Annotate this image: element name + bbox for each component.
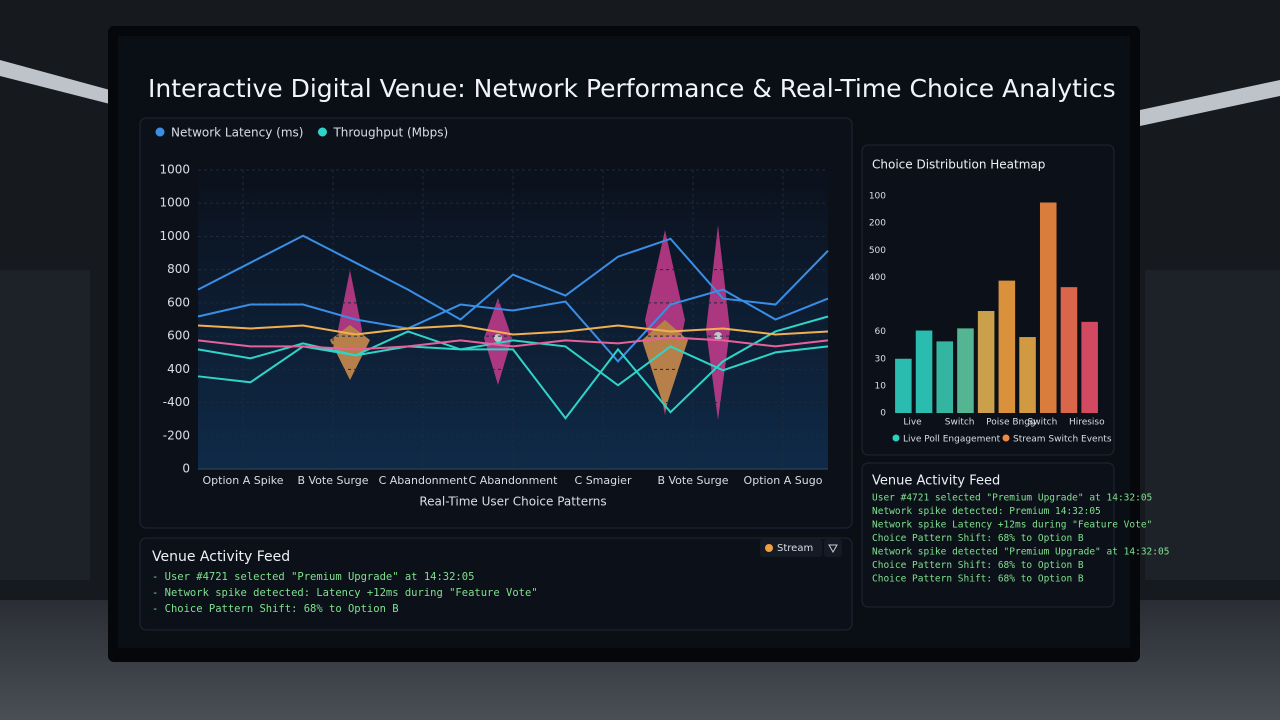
y-tick-label: 100: [869, 192, 886, 202]
y-tick-label: -200: [163, 428, 190, 442]
feed-line: Network spike Latency +12ms during "Feat…: [872, 520, 1152, 531]
x-tick-label: Option A Spike: [203, 474, 284, 487]
feed-line: User #4721 selected "Premium Upgrade" at…: [872, 493, 1152, 504]
legend-swatch: [892, 434, 900, 442]
legend-label: Throughput (Mbps): [332, 126, 448, 140]
legend-swatch: [1002, 434, 1010, 442]
ceiling-light: [1140, 80, 1280, 126]
filter-button[interactable]: [824, 539, 842, 557]
spike: [642, 320, 688, 410]
y-tick-label: 30: [875, 354, 887, 364]
bar: [895, 358, 912, 413]
x-tick-label: Poise Bngg: [986, 418, 1036, 428]
feed-line: Network spike detected "Premium Upgrade"…: [872, 547, 1169, 558]
series-line: [197, 288, 829, 363]
legend-label: Network Latency (ms): [171, 126, 303, 140]
bar: [1039, 202, 1057, 413]
spike-dot: [494, 334, 502, 342]
spike-dot: [714, 332, 722, 340]
y-tick-label: -400: [163, 395, 190, 409]
side-feed-title: Venue Activity Feed: [872, 474, 1000, 489]
bar: [1019, 337, 1036, 413]
x-tick-label: Switch: [1028, 418, 1058, 428]
x-tick-label: Option A Sugo: [744, 474, 823, 487]
heatmap-title: Choice Distribution Heatmap: [872, 158, 1045, 172]
y-tick-label: 500: [869, 246, 886, 256]
side-feed-panel: [861, 462, 1115, 608]
feed-line: Choice Pattern Shift: 68% to Option B: [872, 560, 1084, 571]
y-tick-label: 10: [875, 381, 887, 391]
bar: [936, 341, 954, 413]
stream-dot: [765, 544, 773, 552]
stream-button[interactable]: [760, 539, 822, 557]
x-axis-label: Real-Time User Choice Patterns: [419, 495, 606, 509]
series-line: [197, 234, 829, 321]
bar: [915, 330, 933, 413]
feed-line: Network spike detected: Premium 14:32:05: [872, 506, 1101, 517]
y-tick-label: 200: [869, 219, 886, 229]
feed-line: - Network spike detected: Latency +12ms …: [152, 587, 538, 599]
y-tick-label: 400: [869, 273, 886, 283]
y-tick-label: 800: [167, 262, 190, 276]
x-tick-label: C Abandonment: [469, 474, 559, 487]
legend-label: Live Poll Engagement: [903, 435, 1001, 445]
legend-label: Stream Switch Events: [1013, 435, 1112, 445]
series-line: [197, 339, 829, 387]
filter-icon: [828, 544, 838, 554]
series-line: [197, 336, 829, 351]
y-tick-label: 1000: [159, 229, 190, 243]
dashboard-title: Interactive Digital Venue: Network Perfo…: [148, 74, 1116, 103]
bar: [977, 311, 995, 413]
x-tick-label: B Vote Surge: [297, 474, 368, 487]
y-tick-label: 600: [167, 295, 190, 309]
feed-line: Choice Pattern Shift: 68% to Option B: [872, 574, 1084, 585]
x-tick-label: C Smagier: [575, 474, 632, 487]
spike: [330, 325, 370, 380]
bar: [957, 328, 974, 413]
series-line: [197, 324, 829, 336]
feed-line: - Choice Pattern Shift: 68% to Option B: [152, 603, 399, 615]
y-tick-label: 0: [182, 462, 190, 476]
x-tick-label: Switch: [945, 418, 975, 428]
x-tick-label: Live: [903, 418, 922, 428]
feed-line: - User #4721 selected "Premium Upgrade" …: [152, 571, 474, 583]
legend-swatch: [317, 127, 327, 137]
y-tick-label: 60: [875, 327, 887, 337]
x-tick-label: C Abandonment: [379, 474, 469, 487]
ceiling-light: [0, 60, 110, 104]
x-tick-label: B Vote Surge: [657, 474, 728, 487]
y-tick-label: 1000: [159, 163, 190, 177]
server-rack: [0, 270, 90, 580]
bottom-feed-panel: [139, 537, 853, 631]
bar: [1081, 321, 1098, 413]
y-tick-label: 0: [880, 409, 886, 419]
y-tick-label: 600: [167, 329, 190, 343]
bottom-feed-title: Venue Activity Feed: [152, 549, 290, 565]
legend-swatch: [155, 127, 165, 137]
x-tick-label: Hiresiso: [1069, 418, 1105, 428]
bar: [1060, 287, 1078, 413]
server-rack: [1145, 270, 1280, 580]
y-tick-label: 1000: [159, 196, 190, 210]
stream-label[interactable]: Stream: [777, 543, 813, 554]
y-tick-label: 400: [167, 362, 190, 376]
bar: [998, 280, 1016, 413]
feed-line: Choice Pattern Shift: 68% to Option B: [872, 533, 1084, 544]
